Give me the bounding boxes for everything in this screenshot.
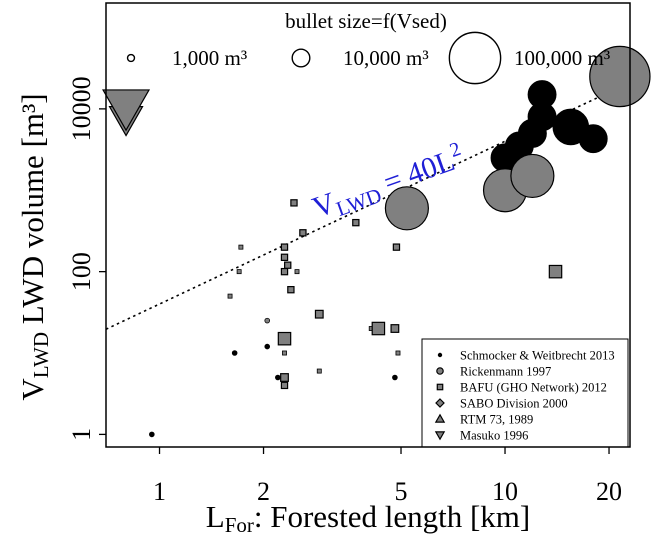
- x-axis-title: LFor: Forested length [km]: [206, 499, 531, 537]
- legend-marker: [434, 413, 446, 423]
- size-legend-label: 1,000 m³: [172, 46, 247, 70]
- legend-marker: [436, 383, 444, 391]
- x-tick-label: 1: [153, 477, 166, 506]
- data-point-bafu-gho-network-2012: [227, 293, 233, 299]
- legend-marker: [435, 398, 445, 408]
- size-legend-circle: [448, 31, 502, 85]
- data-point-bafu-gho-network-2012: [280, 243, 289, 251]
- x-tick-label: 5: [395, 477, 408, 506]
- data-point-rickenmann-1997: [589, 45, 651, 108]
- data-points-layer: [102, 45, 651, 438]
- data-point-bafu-gho-network-2012: [294, 269, 300, 275]
- data-point-schmocker-weitbrecht-2013: [231, 350, 238, 356]
- data-point-rickenmann-1997: [264, 317, 271, 324]
- legend-label: Masuko 1996: [460, 429, 528, 443]
- size-legend-title: bullet size=f(Vsed): [285, 9, 447, 33]
- data-point-schmocker-weitbrecht-2013: [578, 124, 608, 154]
- data-point-schmocker-weitbrecht-2013: [527, 80, 557, 109]
- data-point-bafu-gho-network-2012: [392, 243, 401, 251]
- data-point-bafu-gho-network-2012: [238, 244, 244, 250]
- x-tick-label: 10: [492, 477, 518, 506]
- fit-line: [105, 81, 631, 330]
- plot-frame: [105, 2, 631, 448]
- legend-label: BAFU (GHO Network) 2012: [460, 381, 607, 395]
- legend-marker: [436, 367, 444, 375]
- data-point-bafu-gho-network-2012: [371, 321, 386, 336]
- data-point-bafu-gho-network-2012: [290, 199, 298, 207]
- axis-ticks: 1 2 5 10 20 1 100 10000: [67, 76, 622, 506]
- size-legend: 1,000 m³ 10,000 m³ 100,000 m³: [126, 31, 610, 85]
- y-tick-label: 1: [67, 428, 96, 441]
- data-point-bafu-gho-network-2012: [280, 267, 289, 276]
- data-point-bafu-gho-network-2012: [280, 381, 289, 390]
- data-point-bafu-gho-network-2012: [280, 373, 289, 382]
- data-point-bafu-gho-network-2012: [299, 229, 307, 237]
- data-point-schmocker-weitbrecht-2013: [149, 431, 155, 438]
- data-point-bafu-gho-network-2012: [316, 368, 322, 374]
- data-point-bafu-gho-network-2012: [236, 269, 242, 275]
- data-point-schmocker-weitbrecht-2013: [275, 374, 281, 381]
- x-tick-label: 20: [596, 477, 622, 506]
- fit-line-layer: [105, 81, 631, 330]
- data-point-schmocker-weitbrecht-2013: [264, 343, 271, 350]
- series-legend: Schmocker & Weitbrecht 2013 Rickenmann 19…: [421, 338, 629, 448]
- legend-marker: [437, 352, 443, 358]
- data-point-schmocker-weitbrecht-2013: [392, 374, 398, 381]
- legend-label: SABO Division 2000: [460, 397, 568, 411]
- data-point-bafu-gho-network-2012: [314, 309, 324, 319]
- legend-label: Rickenmann 1997: [460, 365, 551, 379]
- y-axis-title: VLWD LWD volume [m³]: [15, 93, 53, 400]
- data-point-bafu-gho-network-2012: [395, 350, 401, 356]
- data-point-bafu-gho-network-2012: [277, 331, 292, 346]
- size-legend-label: 10,000 m³: [343, 46, 429, 70]
- data-point-bafu-gho-network-2012: [280, 253, 289, 261]
- data-point-bafu-gho-network-2012: [282, 350, 287, 356]
- series-legend-box: [421, 338, 629, 448]
- data-point-rickenmann-1997: [384, 186, 429, 231]
- data-point-bafu-gho-network-2012: [284, 261, 292, 269]
- data-point-bafu-gho-network-2012: [390, 324, 400, 333]
- legend-marker: [434, 431, 446, 441]
- y-tick-label: 10000: [67, 76, 96, 141]
- data-point-masuko-1996: [102, 89, 151, 132]
- legend-label: Schmocker & Weitbrecht 2013: [460, 349, 615, 363]
- data-point-bafu-gho-network-2012: [287, 285, 295, 294]
- data-point-rickenmann-1997: [510, 153, 555, 199]
- legend-label: RTM 73, 1989: [460, 413, 533, 427]
- size-legend-circle: [126, 53, 136, 63]
- data-point-bafu-gho-network-2012: [548, 264, 563, 279]
- data-point-bafu-gho-network-2012: [352, 218, 360, 227]
- size-legend-circle: [291, 48, 311, 68]
- size-legend-label: 100,000 m³: [514, 46, 610, 70]
- x-tick-label: 2: [257, 477, 270, 506]
- y-tick-label: 100: [67, 252, 96, 291]
